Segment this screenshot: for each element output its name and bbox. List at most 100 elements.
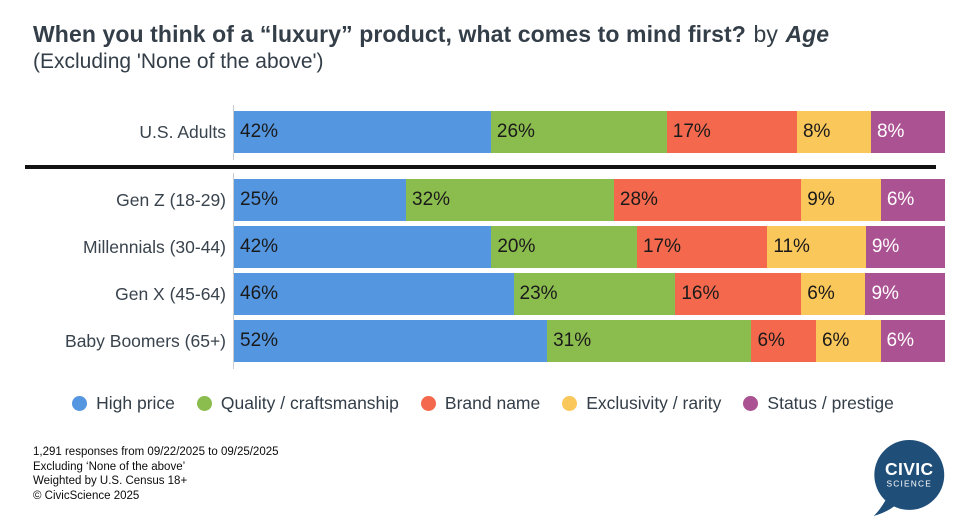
segment-value-label: 46% <box>240 282 279 304</box>
footnotes: 1,291 responses from 09/22/2025 to 09/25… <box>0 445 966 504</box>
segment-value-label: 6% <box>886 188 915 210</box>
chart-row: U.S. Adults 42% 26% 17% 8% 8% <box>0 111 966 154</box>
bar-segment: 8% <box>796 111 871 154</box>
bar-segment: 16% <box>675 272 802 315</box>
legend-item: Exclusivity / rarity <box>562 393 721 414</box>
bar-segment: 8% <box>870 111 945 154</box>
bar-segment: 6% <box>815 319 881 362</box>
bar-segment: 52% <box>234 319 548 362</box>
segment-value-label: 9% <box>807 188 835 210</box>
segment-value-label: 23% <box>519 282 558 304</box>
row-label: Baby Boomers (65+) <box>65 330 226 351</box>
page-title: When you think of a “luxury” product, wh… <box>33 20 936 49</box>
axis-line-age <box>233 172 234 369</box>
segment-value-label: 26% <box>496 121 535 143</box>
row-label: Gen X (45-64) <box>115 283 226 304</box>
logo-bubble-tail <box>873 500 897 516</box>
title-connector: by <box>753 21 778 47</box>
legend-dot <box>743 395 759 411</box>
bar-segment: 11% <box>767 225 866 268</box>
row-label: Gen Z (18-29) <box>116 189 226 210</box>
bar-segment: 9% <box>865 272 945 315</box>
bar-segment: 6% <box>880 319 946 362</box>
title-main: When you think of a “luxury” product, wh… <box>33 21 746 47</box>
bar-segment: 23% <box>513 272 676 315</box>
row-label: U.S. Adults <box>139 122 226 143</box>
stacked-bar: 42% 20% 17% 11% 9% <box>234 225 945 268</box>
title-emphasis: Age <box>785 21 830 47</box>
bar-segment: 6% <box>880 178 945 221</box>
stacked-bar: 46% 23% 16% 6% 9% <box>234 272 945 315</box>
bar-segment: 25% <box>234 178 407 221</box>
legend-dot <box>72 395 88 411</box>
footnote-line: Excluding ‘None of the above’ <box>33 460 186 473</box>
segment-value-label: 6% <box>886 329 914 351</box>
legend-dot <box>196 395 212 411</box>
bar-segment: 6% <box>801 272 866 315</box>
logo-text-civic: CIVIC <box>885 459 934 479</box>
legend-label: Status / prestige <box>767 392 894 413</box>
logo-bubble <box>874 440 945 510</box>
segment-value-label: 17% <box>672 121 711 143</box>
legend: High price Quality / craftsmanship Brand n… <box>0 393 966 414</box>
segment-value-label: 42% <box>240 121 279 143</box>
stacked-bar: 42% 26% 17% 8% 8% <box>234 111 945 154</box>
stacked-bar: 52% 31% 6% 6% 6% <box>234 319 946 362</box>
segment-value-label: 42% <box>240 235 279 257</box>
group-overall: U.S. Adults 42% 26% 17% 8% 8% <box>0 105 966 161</box>
footnote-line: 1,291 responses from 09/22/2025 to 09/25… <box>33 445 279 458</box>
logo-text-science: SCIENCE <box>886 478 932 488</box>
footnote-line: Weighted by U.S. Census 18+ <box>33 475 188 488</box>
legend-label: Exclusivity / rarity <box>586 392 722 413</box>
legend-label: High price <box>96 392 175 413</box>
civicscience-logo: CIVIC SCIENCE <box>869 439 945 517</box>
segment-value-label: 8% <box>802 121 831 143</box>
bar-segment: 32% <box>406 178 614 221</box>
bar-segment: 42% <box>234 225 492 268</box>
bar-segment: 28% <box>613 178 802 221</box>
chart-header: When you think of a “luxury” product, wh… <box>0 0 966 75</box>
bar-segment: 20% <box>491 225 637 268</box>
segment-value-label: 25% <box>240 188 279 210</box>
bar-segment: 31% <box>547 319 752 362</box>
chart-subtitle: (Excluding 'None of the above') <box>33 49 324 73</box>
stacked-bar: 25% 32% 28% 9% 6% <box>234 178 945 221</box>
bar-segment: 9% <box>865 225 945 268</box>
legend-label: Brand name <box>444 392 541 413</box>
group-divider <box>25 165 936 169</box>
bar-segment: 17% <box>666 111 797 154</box>
bar-segment: 6% <box>751 319 816 362</box>
bar-segment: 26% <box>490 111 667 154</box>
segment-value-label: 6% <box>757 329 785 351</box>
segment-value-label: 28% <box>619 188 658 210</box>
segment-value-label: 32% <box>412 188 451 210</box>
group-age: Gen Z (18-29) 25% 32% 28% 9% 6% Millennials (3… <box>0 172 966 369</box>
segment-value-label: 20% <box>497 235 536 257</box>
legend-item: Brand name <box>420 392 541 414</box>
segment-value-label: 17% <box>642 235 681 257</box>
bar-segment: 17% <box>636 225 768 268</box>
chart-row: Gen X (45-64) 46% 23% 16% 6% 9% <box>0 272 966 315</box>
segment-value-label: 6% <box>821 329 850 351</box>
segment-value-label: 16% <box>681 282 720 304</box>
bar-segment: 42% <box>234 111 491 154</box>
legend-dot <box>420 395 436 411</box>
logo-graphic: CIVIC SCIENCE <box>873 440 945 516</box>
legend-item: Status / prestige <box>743 392 894 414</box>
segment-value-label: 8% <box>876 121 905 143</box>
legend-item: High price <box>72 393 175 414</box>
segment-value-label: 9% <box>871 235 900 257</box>
bar-segment: 9% <box>801 178 881 221</box>
legend-dot <box>562 395 578 411</box>
axis-line-overall <box>233 105 234 161</box>
segment-value-label: 11% <box>773 235 810 257</box>
segment-value-label: 9% <box>871 282 899 304</box>
chart-row: Millennials (30-44) 42% 20% 17% 11% 9% <box>0 225 966 268</box>
legend-label: Quality / craftsmanship <box>220 392 399 413</box>
segment-value-label: 6% <box>807 282 835 304</box>
footnote-line: © CivicScience 2025 <box>33 490 140 503</box>
stacked-bar-chart: U.S. Adults 42% 26% 17% 8% 8% Gen Z (18-29) 25… <box>0 105 966 369</box>
segment-value-label: 31% <box>553 329 592 351</box>
segment-value-label: 52% <box>240 329 279 351</box>
